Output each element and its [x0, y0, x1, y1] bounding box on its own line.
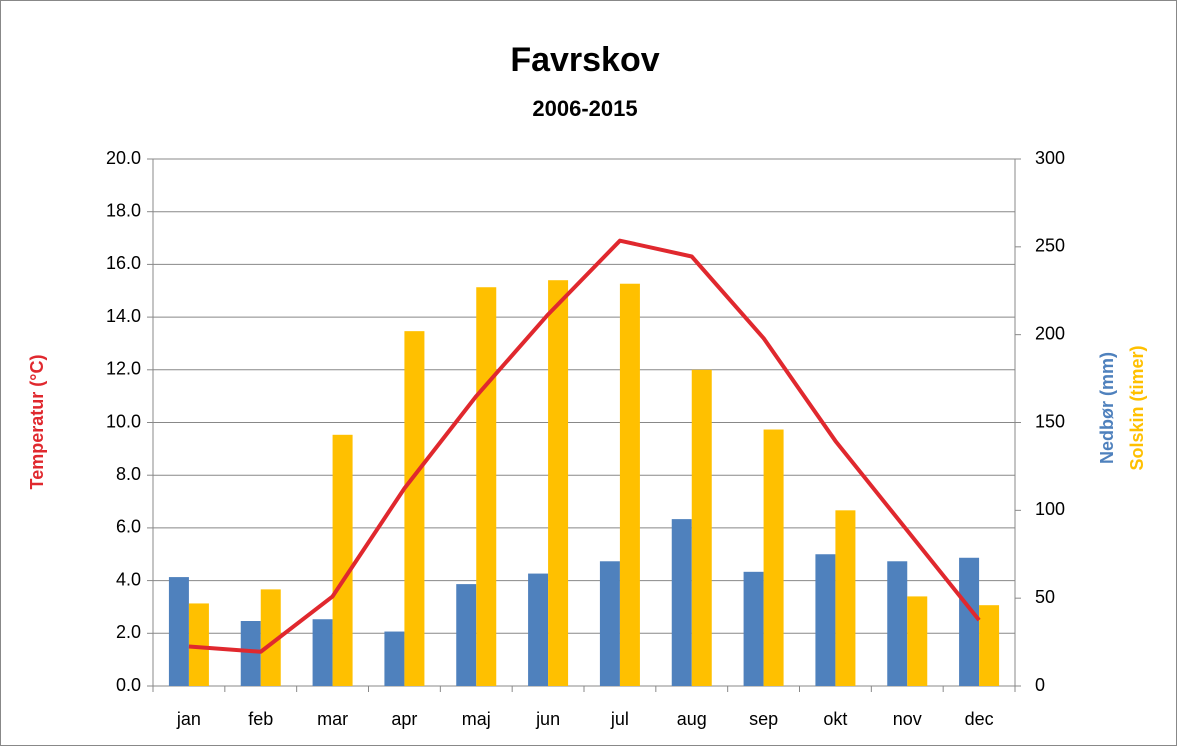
- y-tick-label: 4.0: [116, 569, 141, 589]
- bar: [959, 557, 980, 686]
- x-tick-label: dec: [965, 709, 994, 729]
- chart-subtitle: 2006-2015: [532, 96, 637, 121]
- y-tick-label: 10.0: [106, 411, 141, 431]
- bar: [763, 429, 784, 686]
- bar: [835, 510, 856, 686]
- bar: [619, 283, 640, 686]
- bar: [907, 596, 928, 686]
- y2-tick-label: 250: [1035, 236, 1065, 256]
- line: [188, 238, 981, 654]
- y-tick-label: 12.0: [106, 359, 141, 379]
- y-tick-label: 0.0: [116, 675, 141, 695]
- y-axis-title: Temperatur (°C): [27, 355, 47, 490]
- y-tick-label: 16.0: [106, 253, 141, 273]
- bar: [671, 519, 692, 686]
- bar: [476, 287, 497, 686]
- y2-axis-title: Solskin (timer): [1127, 345, 1147, 470]
- bar: [691, 369, 712, 686]
- x-tick-label: jul: [610, 709, 629, 729]
- x-tick-label: mar: [317, 709, 348, 729]
- bar: [332, 434, 353, 686]
- bar: [743, 571, 764, 686]
- y-tick-label: 8.0: [116, 464, 141, 484]
- x-tick-label: feb: [248, 709, 273, 729]
- bar: [240, 621, 261, 686]
- bar: [168, 577, 189, 686]
- y2-tick-label: 100: [1035, 499, 1065, 519]
- x-tick-label: aug: [677, 709, 707, 729]
- y2-tick-label: 0: [1035, 675, 1045, 695]
- bar: [528, 573, 549, 686]
- bar: [404, 331, 425, 686]
- x-tick-label: jan: [176, 709, 201, 729]
- bar: [456, 584, 477, 686]
- y-tick-label: 2.0: [116, 622, 141, 642]
- bar: [548, 280, 569, 686]
- y-tick-label: 20.0: [106, 148, 141, 168]
- bar: [887, 561, 908, 686]
- x-tick-label: jun: [535, 709, 560, 729]
- y2-tick-label: 50: [1035, 587, 1055, 607]
- y2-tick-label: 200: [1035, 323, 1065, 343]
- bar: [815, 554, 836, 686]
- bar: [384, 631, 405, 686]
- y-tick-label: 14.0: [106, 306, 141, 326]
- y2-tick-label: 150: [1035, 411, 1065, 431]
- x-tick-label: apr: [391, 709, 417, 729]
- y-tick-label: 18.0: [106, 200, 141, 220]
- x-tick-label: nov: [893, 709, 922, 729]
- x-tick-label: sep: [749, 709, 778, 729]
- bar: [260, 589, 281, 686]
- bar: [599, 561, 620, 686]
- bar: [312, 619, 333, 686]
- y2-axis-title: Nedbør (mm): [1097, 352, 1117, 464]
- y-tick-label: 6.0: [116, 517, 141, 537]
- x-tick-label: maj: [462, 709, 491, 729]
- y2-tick-label: 300: [1035, 148, 1065, 168]
- x-tick-label: okt: [823, 709, 847, 729]
- bar: [188, 603, 209, 686]
- bar: [979, 605, 1000, 686]
- chart-title: Favrskov: [510, 41, 659, 79]
